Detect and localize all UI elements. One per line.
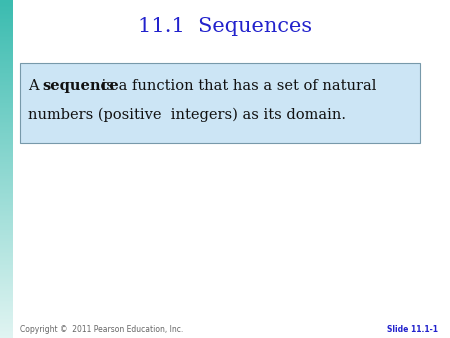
Text: Slide 11.1-1: Slide 11.1-1 <box>387 325 438 335</box>
Text: numbers (positive  integers) as its domain.: numbers (positive integers) as its domai… <box>28 108 346 122</box>
Text: 11.1  Sequences: 11.1 Sequences <box>138 17 312 35</box>
Text: A: A <box>28 79 43 93</box>
Text: is a function that has a set of natural: is a function that has a set of natural <box>97 79 376 93</box>
Text: sequence: sequence <box>42 79 119 93</box>
FancyBboxPatch shape <box>20 63 420 143</box>
Text: Copyright ©  2011 Pearson Education, Inc.: Copyright © 2011 Pearson Education, Inc. <box>20 325 183 335</box>
